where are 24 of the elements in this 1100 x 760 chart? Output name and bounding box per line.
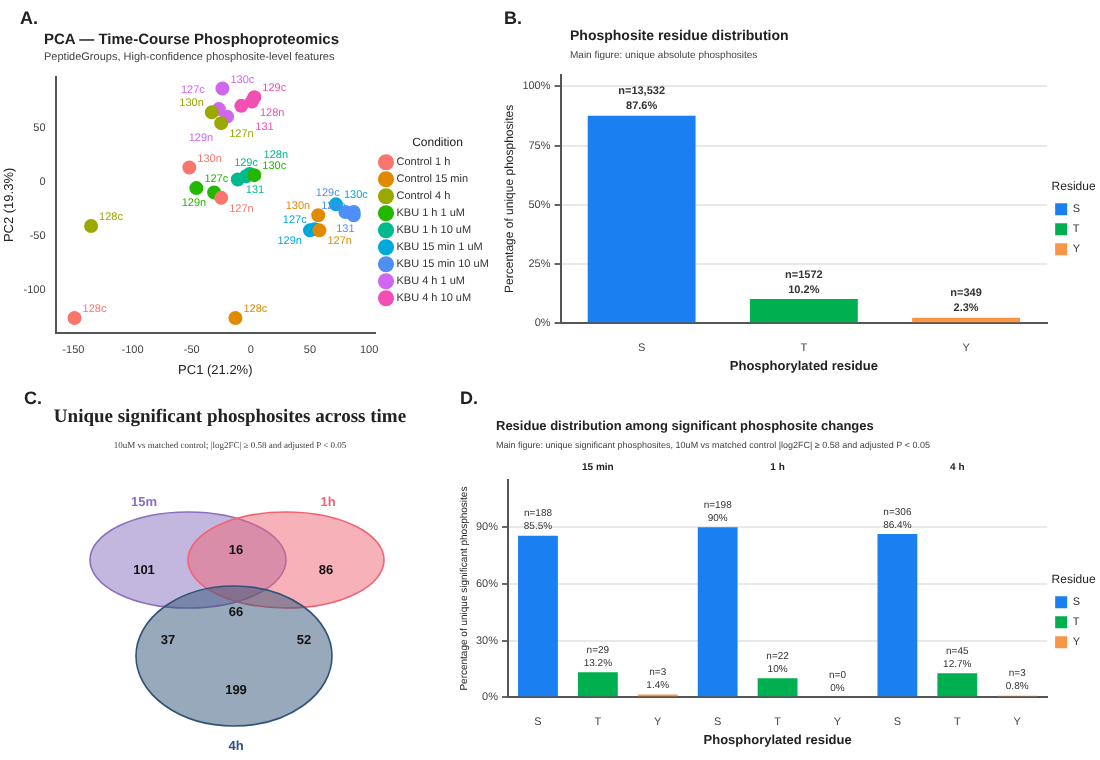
point <box>214 116 229 131</box>
text: A. <box>20 8 38 28</box>
point <box>247 168 262 183</box>
bar <box>697 527 738 697</box>
point <box>84 219 99 234</box>
point <box>189 181 204 196</box>
text: D. <box>460 388 478 408</box>
point <box>215 81 230 96</box>
point <box>234 98 249 113</box>
point <box>204 105 219 120</box>
text: B. <box>504 8 522 28</box>
bar <box>937 673 978 697</box>
bar <box>877 534 918 697</box>
text: C. <box>24 388 42 408</box>
bar <box>518 535 558 697</box>
point <box>312 223 327 238</box>
point <box>228 311 243 326</box>
text: Unique significant phosphosites across time <box>51 408 409 428</box>
bar <box>757 678 798 697</box>
bar <box>577 672 618 697</box>
point <box>67 311 82 326</box>
point <box>214 190 229 205</box>
point <box>182 160 197 175</box>
point <box>311 208 326 223</box>
